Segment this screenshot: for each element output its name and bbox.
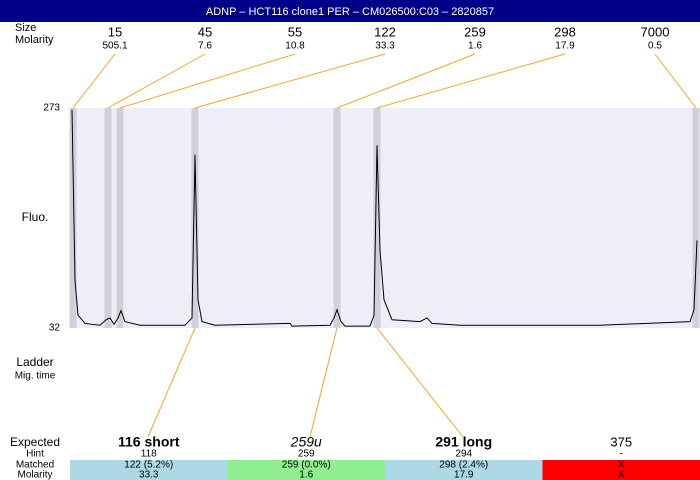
ladder-connector (376, 53, 566, 109)
hint-label: Hint (26, 449, 44, 460)
hint: 294 (455, 449, 472, 460)
ladder-label: Ladder (16, 355, 53, 369)
molarity: 33.3 (139, 470, 159, 480)
expected: 116 short (118, 434, 180, 450)
matched-label: Matched (16, 460, 54, 471)
molarity-row-label: Molarity (15, 34, 54, 46)
ladder-connector (336, 53, 476, 109)
result-cell-bg (70, 460, 228, 480)
ladder-molarity: 7.6 (198, 41, 212, 52)
hint: 259 (298, 449, 315, 460)
hint: 118 (141, 449, 157, 460)
ladder-connector (119, 53, 296, 109)
result-cell-bg (227, 460, 385, 480)
ladder-band (692, 108, 700, 328)
ladder-band (373, 108, 381, 328)
ladder-size: 45 (198, 24, 212, 39)
y-tick-label: 32 (49, 323, 61, 334)
ladder-band (333, 108, 341, 328)
ladder-band (69, 108, 77, 328)
matched: X (618, 460, 625, 471)
result-cell-bg (385, 460, 543, 480)
matched: 259 (0.0%) (282, 460, 331, 471)
ladder-size: 55 (288, 24, 302, 39)
trace (71, 109, 698, 327)
result-cell-bg (542, 460, 700, 480)
ladder-connector (654, 53, 697, 109)
y-tick-label: 273 (43, 103, 60, 114)
ladder-size: 259 (464, 24, 486, 39)
ladder-size: 298 (554, 24, 576, 39)
molarity: 17.9 (454, 470, 474, 480)
ladder-molarity: 10.8 (285, 41, 305, 52)
ladder-molarity: 0.5 (648, 41, 662, 52)
hint: - (620, 449, 623, 460)
expected: 259u (290, 434, 322, 450)
ladder-size: 122 (374, 24, 396, 39)
molarity-label: Molarity (17, 470, 52, 480)
ladder-band (116, 108, 124, 328)
title: ADNP – HCT116 clone1 PER – CM026500:C03 … (206, 6, 494, 18)
matched: 298 (2.4%) (439, 460, 488, 471)
ladder-band (191, 108, 199, 328)
ladder-size: 7000 (641, 24, 670, 39)
ladder-molarity: 33.3 (375, 41, 395, 52)
title-bar (0, 0, 700, 22)
mig-time-label: Mig. time (15, 371, 56, 382)
expected: 375 (610, 434, 632, 449)
expected-connectors (147, 327, 464, 438)
ladder-size: 15 (108, 24, 122, 39)
molarity: X (618, 470, 625, 480)
ladder-molarity: 1.6 (468, 41, 482, 52)
ladder-molarity: 17.9 (555, 41, 575, 52)
ladder-connector (72, 53, 116, 109)
plot-area (70, 108, 700, 328)
ladder-connector (107, 53, 206, 109)
expected: 291 long (435, 434, 492, 450)
matched: 122 (5.2%) (124, 460, 173, 471)
ladder-molarity: 505.1 (102, 41, 127, 52)
ladder-band (104, 108, 112, 328)
molarity: 1.6 (299, 470, 313, 480)
size-row-label: Size (15, 22, 36, 34)
y-axis-label: Fluo. (22, 210, 49, 224)
expected-label: Expected (10, 435, 60, 449)
ladder-connector (194, 53, 386, 109)
